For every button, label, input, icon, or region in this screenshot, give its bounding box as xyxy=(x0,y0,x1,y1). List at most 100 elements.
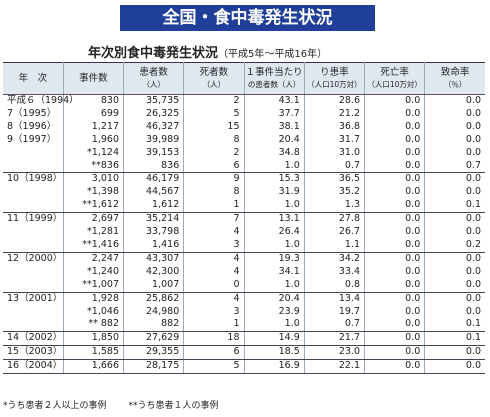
value-cell: 25,862 xyxy=(122,292,184,306)
value-cell: 34.1 xyxy=(243,265,305,279)
year-cell xyxy=(3,199,64,214)
value-cell: **1,007 xyxy=(62,278,124,293)
value-cell: 6 xyxy=(183,159,244,174)
value-cell: 14.9 xyxy=(243,331,305,347)
footnotes: *うち患者２人以上の事例 **うち患者１人の事例 xyxy=(3,398,241,411)
value-cell: 0.0 xyxy=(363,331,425,347)
table-row: 9（1997） 1,960 39,989 8 20.4 31.7 0.0 0.0 xyxy=(3,133,485,147)
value-cell: 0.2 xyxy=(424,238,485,253)
table-row: **836 836 6 1.0 0.7 0.0 0.7 xyxy=(3,159,485,174)
subtitle-text: 年次別食中毒発生状況 xyxy=(88,46,219,61)
value-cell: 836 xyxy=(122,159,184,174)
value-cell: 0.0 xyxy=(363,226,425,239)
value-cell: **1,416 xyxy=(62,238,124,253)
value-cell: 27,629 xyxy=(122,331,184,347)
table-row: ** 882 882 1 1.0 0.7 0.0 0.1 xyxy=(3,318,485,333)
value-cell: 1,585 xyxy=(62,345,124,361)
value-cell: 0.7 xyxy=(303,318,365,333)
column-label: 患者数 xyxy=(139,66,168,78)
value-cell: 13.4 xyxy=(303,292,365,306)
value-cell: 43.1 xyxy=(243,94,305,108)
column-label: 年 次 xyxy=(18,72,48,84)
value-cell: 43,307 xyxy=(122,252,184,266)
value-cell: 26.7 xyxy=(303,226,365,239)
value-cell: 0.7 xyxy=(424,159,485,174)
value-cell: 0.0 xyxy=(363,265,425,279)
value-cell: 21.7 xyxy=(303,331,365,347)
value-cell: 34.8 xyxy=(243,146,305,160)
value-cell: *1,046 xyxy=(62,305,124,319)
value-cell: 0.0 xyxy=(424,265,485,279)
value-cell: 1 xyxy=(183,318,244,333)
value-cell: 0.0 xyxy=(363,107,425,121)
year-cell xyxy=(3,318,64,333)
value-cell: 1.1 xyxy=(303,238,365,253)
column-unit: （％） xyxy=(443,79,467,89)
table-row: 16（2004） 1,666 28,175 5 16.9 22.1 0.0 0.0 xyxy=(3,359,485,375)
value-cell: 35,735 xyxy=(122,94,184,108)
value-cell: 0.0 xyxy=(363,120,425,134)
value-cell: 19.7 xyxy=(303,305,365,319)
value-cell: 39,989 xyxy=(122,133,184,147)
value-cell: 36.5 xyxy=(303,172,365,187)
value-cell: 9 xyxy=(183,172,244,187)
table-row: 14（2002） 1,850 27,629 18 14.9 21.7 0.0 0.1 xyxy=(3,331,485,347)
year-cell: 15（2003） xyxy=(3,345,64,361)
year-cell: 8（1996） xyxy=(7,120,57,132)
value-cell: *1,398 xyxy=(62,186,124,200)
year-cell xyxy=(3,159,64,174)
table-row: 平成６（1994） 830 35,735 2 43.1 28.6 0.0 0.0 xyxy=(3,94,485,108)
value-cell: 1,928 xyxy=(62,292,124,306)
value-cell: 15.3 xyxy=(243,172,305,187)
value-cell: 0.0 xyxy=(363,94,425,108)
value-cell: 0.0 xyxy=(424,172,485,187)
column-header: り患率 （人口10万対） xyxy=(303,62,365,95)
year-cell: 16（2004） xyxy=(3,359,64,375)
value-cell: 13.1 xyxy=(243,212,305,227)
value-cell: *1,124 xyxy=(62,146,124,160)
value-cell: 15 xyxy=(183,120,244,134)
value-cell: 34.2 xyxy=(303,252,365,266)
value-cell: 46,327 xyxy=(122,120,184,134)
column-unit: （人口10万対） xyxy=(367,79,422,89)
value-cell: 36.8 xyxy=(303,120,365,134)
value-cell: 6 xyxy=(183,345,244,361)
year-cell: 7（1995） xyxy=(7,107,57,119)
value-cell: 1,416 xyxy=(122,238,184,253)
value-cell: 28,175 xyxy=(122,359,184,375)
value-cell: 0.1 xyxy=(424,331,485,347)
value-cell: 0.0 xyxy=(424,252,485,266)
value-cell: 20.4 xyxy=(243,133,305,147)
table-row: *1,240 42,300 4 34.1 33.4 0.0 0.0 xyxy=(3,265,485,279)
value-cell: 3 xyxy=(183,238,244,253)
value-cell: 46,179 xyxy=(122,172,184,187)
banner: 全国・食中毒発生状況 xyxy=(120,5,375,31)
value-cell: 0.0 xyxy=(424,94,485,108)
value-cell: 42,300 xyxy=(122,265,184,279)
value-cell: 1,960 xyxy=(62,133,124,147)
value-cell: 1.0 xyxy=(243,199,305,214)
value-cell: 0.0 xyxy=(424,146,485,160)
value-cell: 16.9 xyxy=(243,359,305,375)
value-cell: **1,612 xyxy=(62,199,124,214)
column-unit: （人） xyxy=(202,79,226,89)
table-row: 12（2000） 2,247 43,307 4 19.3 34.2 0.0 0.0 xyxy=(3,252,485,266)
column-header: 死者数 （人） xyxy=(183,62,244,95)
value-cell: 0.0 xyxy=(363,238,425,253)
value-cell: 1,850 xyxy=(62,331,124,347)
value-cell: 3 xyxy=(183,305,244,319)
value-cell: 5 xyxy=(183,359,244,375)
value-cell: 0.0 xyxy=(363,292,425,306)
table-row: *1,046 24,980 3 23.9 19.7 0.0 0.0 xyxy=(3,305,485,319)
value-cell: 0.0 xyxy=(363,252,425,266)
value-cell: 0.1 xyxy=(424,199,485,214)
table-row: *1,281 33,798 4 26.4 26.7 0.0 0.0 xyxy=(3,226,485,239)
year-cell: 14（2002） xyxy=(3,331,64,347)
year-cell: 12（2000） xyxy=(7,252,63,264)
column-unit: （人） xyxy=(142,79,165,89)
value-cell: 2,247 xyxy=(62,252,124,266)
table-row: 10（1998） 3,010 46,179 9 15.3 36.5 0.0 0.0 xyxy=(3,172,485,187)
value-cell: 0.0 xyxy=(424,278,485,293)
value-cell: *1,240 xyxy=(62,265,124,279)
